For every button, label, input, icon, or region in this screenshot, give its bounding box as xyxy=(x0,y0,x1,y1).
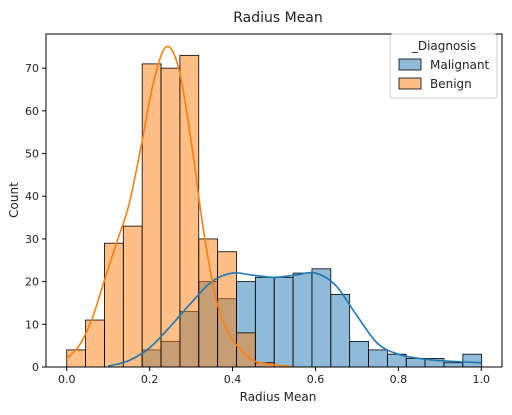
bar-benign-4 xyxy=(142,64,161,367)
legend-title: _Diagnosis xyxy=(411,39,476,53)
x-tick-label-4: 0.8 xyxy=(390,373,408,386)
x-tick-label-2: 0.4 xyxy=(224,373,242,386)
bar-malignant-11 xyxy=(274,277,293,367)
y-tick-label-2: 20 xyxy=(25,276,39,289)
x-tick-label-1: 0.2 xyxy=(141,373,159,386)
legend-swatch-malignant xyxy=(399,59,421,70)
bar-malignant-14 xyxy=(331,294,350,367)
bar-malignant-20 xyxy=(444,363,463,367)
bar-malignant-21 xyxy=(463,354,482,367)
bar-benign-3 xyxy=(123,226,142,367)
y-tick-label-6: 60 xyxy=(25,105,39,118)
legend: _Diagnosis Malignant Benign xyxy=(390,34,497,98)
legend-swatch-benign xyxy=(399,78,421,89)
legend-label-benign: Benign xyxy=(430,77,472,91)
y-tick-label-1: 10 xyxy=(25,318,39,331)
bar-benign-6 xyxy=(180,55,199,367)
y-tick-label-5: 50 xyxy=(25,148,39,161)
bar-benign-8 xyxy=(218,252,237,367)
bar-malignant-16 xyxy=(369,350,388,367)
bar-benign-0 xyxy=(67,350,86,367)
x-tick-label-3: 0.6 xyxy=(307,373,325,386)
bar-malignant-18 xyxy=(406,358,425,367)
y-tick-label-0: 0 xyxy=(32,361,39,374)
y-tick-label-4: 40 xyxy=(25,190,39,203)
y-tick-label-3: 30 xyxy=(25,233,39,246)
bar-malignant-15 xyxy=(350,341,369,367)
bar-benign-5 xyxy=(161,68,180,367)
x-tick-label-0: 0.0 xyxy=(58,373,76,386)
bar-benign-2 xyxy=(104,243,123,367)
legend-label-malignant: Malignant xyxy=(430,58,490,72)
y-tick-label-7: 70 xyxy=(25,62,39,75)
bar-malignant-13 xyxy=(312,269,331,367)
chart-title: Radius Mean xyxy=(233,10,323,26)
y-axis-title: Count xyxy=(7,182,21,218)
x-axis-title: Radius Mean xyxy=(240,390,317,404)
bar-malignant-10 xyxy=(255,277,274,367)
x-tick-label-5: 1.0 xyxy=(473,373,491,386)
bar-malignant-12 xyxy=(293,273,312,367)
bar-benign-9 xyxy=(236,333,255,367)
